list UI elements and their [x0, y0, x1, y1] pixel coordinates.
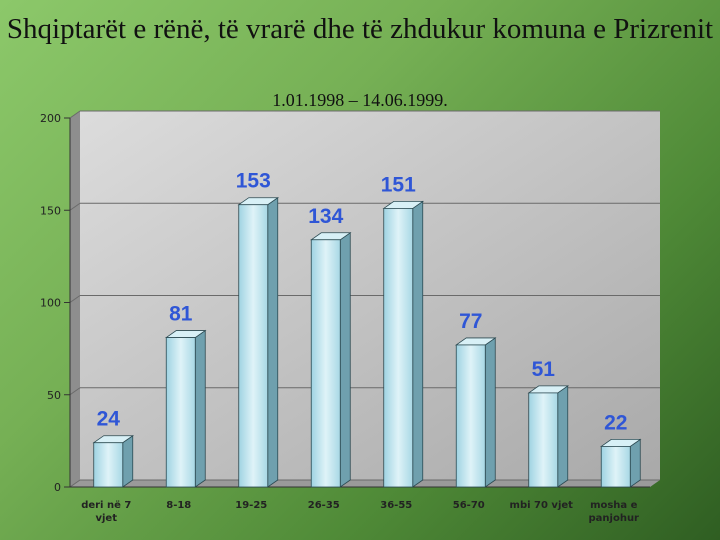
data-label: 134 — [308, 205, 343, 228]
chart-title: Shqiptarët e rënë, të vrarë dhe të zhduk… — [6, 13, 714, 45]
bar-side — [122, 434, 134, 488]
x-tick-label-line: 8-18 — [166, 500, 191, 511]
x-tick-label-line: mosha e — [590, 500, 638, 511]
bar — [383, 208, 414, 488]
data-label: 51 — [532, 358, 556, 381]
data-label: 24 — [97, 408, 121, 431]
x-tick-label-line: 36-55 — [380, 500, 412, 511]
bar-side — [339, 232, 351, 488]
gridline-side — [69, 295, 81, 303]
x-tick-label-line: vjet — [95, 513, 117, 524]
data-label: 77 — [459, 310, 482, 333]
bar — [455, 344, 486, 488]
bar — [93, 442, 124, 488]
x-tick-label: 26-35 — [308, 500, 340, 511]
bar — [528, 392, 559, 488]
data-label: 153 — [236, 170, 271, 193]
data-label: 22 — [604, 411, 627, 434]
gridline-side — [69, 387, 81, 396]
x-tick-label-line: 26-35 — [308, 500, 340, 511]
y-tick-label: 150 — [40, 204, 61, 217]
x-tick-label: 8-18 — [166, 500, 191, 511]
y-tick-label: 0 — [54, 481, 61, 494]
y-tick-label: 50 — [47, 389, 61, 402]
x-tick-label: 36-55 — [380, 500, 412, 511]
data-label: 151 — [381, 173, 416, 196]
x-tick-label-line: 56-70 — [453, 500, 485, 511]
bar-side — [557, 385, 569, 488]
bar — [238, 204, 269, 488]
x-tick-label-line: panjohur — [589, 513, 640, 524]
x-tick-label-line: 19-25 — [235, 500, 267, 511]
x-tick-label: mbi 70 vjet — [510, 500, 574, 511]
bar — [165, 337, 196, 488]
x-tick-label: 19-25 — [235, 500, 267, 511]
bar-side — [194, 329, 206, 488]
gridline-side — [69, 202, 81, 211]
bar-side — [629, 438, 641, 488]
x-tick-label-line: deri në 7 — [81, 500, 131, 511]
y-tick-label: 100 — [40, 297, 61, 310]
bar — [600, 446, 631, 488]
gridline-side — [69, 479, 81, 488]
bar-side — [267, 196, 279, 488]
bar-side — [484, 337, 496, 488]
gridline-side — [69, 110, 81, 119]
plot-floor — [70, 480, 660, 487]
x-tick-label: mosha e panjohur — [589, 500, 640, 524]
bar-side — [412, 200, 424, 488]
x-tick-label-line: mbi 70 vjet — [510, 500, 574, 511]
x-tick-label: 56-70 — [453, 500, 485, 511]
y-tick-label: 200 — [40, 112, 61, 125]
bar — [310, 239, 341, 488]
chart-subtitle: 1.01.1998 – 14.06.1999. — [272, 90, 448, 110]
x-tick-label: deri në 7 vjet — [81, 500, 131, 524]
data-label: 81 — [169, 303, 193, 326]
